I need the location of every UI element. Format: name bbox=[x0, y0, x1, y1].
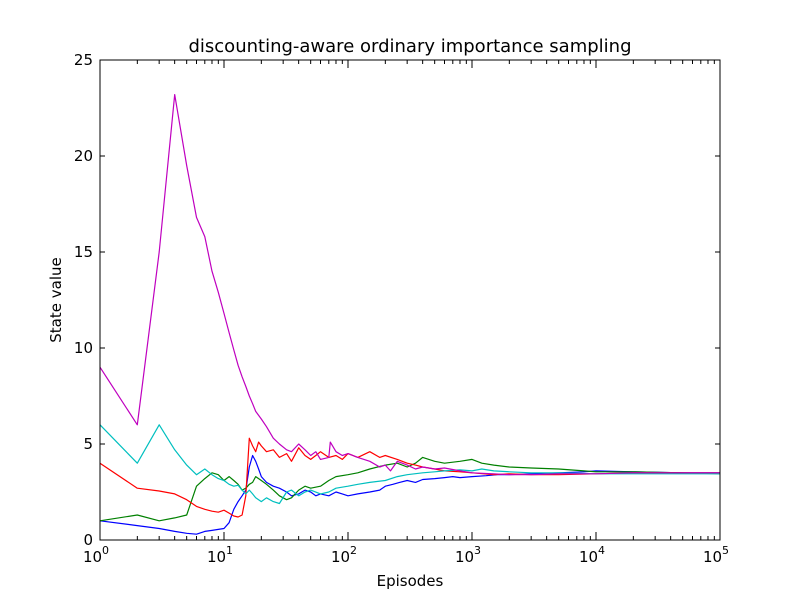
series-line-4 bbox=[99, 424, 720, 505]
x-tick-label-exponent: 3 bbox=[474, 544, 481, 557]
chart-title: discounting-aware ordinary importance sa… bbox=[188, 36, 631, 57]
x-tick-label-exponent: 2 bbox=[350, 544, 357, 557]
y-tick-label: 0 bbox=[83, 531, 93, 549]
x-tick-label-base: 10 bbox=[455, 548, 474, 566]
x-tick-label-exponent: 1 bbox=[226, 544, 233, 557]
series-line-3 bbox=[99, 437, 720, 518]
y-tick-label: 25 bbox=[74, 51, 93, 69]
x-tick-label-exponent: 0 bbox=[102, 544, 109, 557]
x-tick-label: 103 bbox=[455, 544, 481, 566]
y-tick-label: 5 bbox=[83, 435, 93, 453]
x-tick-label-base: 10 bbox=[703, 548, 722, 566]
y-axis-label: State value bbox=[47, 257, 65, 342]
x-axis-label: Episodes bbox=[377, 572, 444, 590]
x-tick-label: 101 bbox=[207, 544, 233, 566]
series-layer bbox=[99, 93, 721, 535]
series-line-5 bbox=[99, 93, 720, 476]
series-line-1 bbox=[99, 454, 720, 535]
x-tick-label-base: 10 bbox=[83, 548, 102, 566]
y-tick-label: 15 bbox=[74, 243, 93, 261]
x-tick-label-exponent: 5 bbox=[722, 544, 729, 557]
x-tick-label: 102 bbox=[331, 544, 357, 566]
x-tick-label-exponent: 4 bbox=[598, 544, 605, 557]
x-tick-label-base: 10 bbox=[207, 548, 226, 566]
plot-frame bbox=[99, 59, 721, 541]
series-line-2 bbox=[99, 456, 721, 522]
x-tick-label-base: 10 bbox=[331, 548, 350, 566]
y-tick-label: 10 bbox=[74, 339, 93, 357]
x-tick-label: 104 bbox=[579, 544, 605, 566]
x-tick-label: 105 bbox=[703, 544, 729, 566]
y-tick-label: 20 bbox=[74, 147, 93, 165]
x-tick-label: 100 bbox=[83, 544, 109, 566]
x-tick-label-base: 10 bbox=[579, 548, 598, 566]
